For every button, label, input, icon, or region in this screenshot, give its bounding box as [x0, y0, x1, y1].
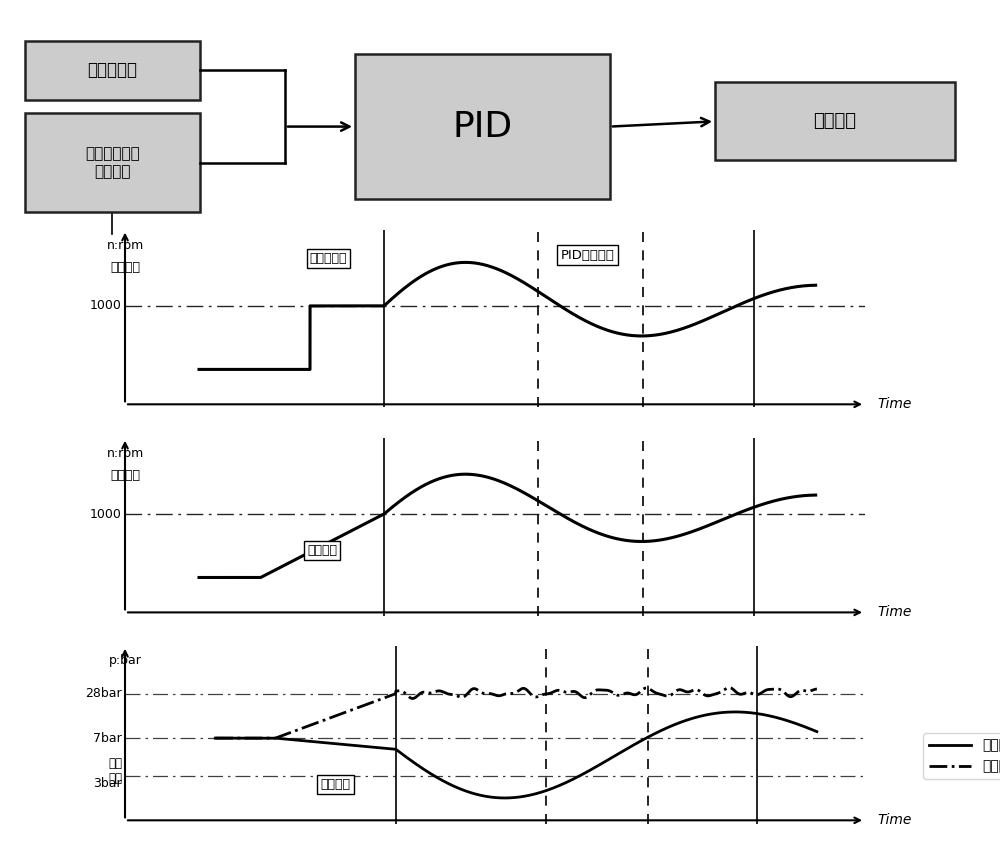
高压压力	[240, 733, 252, 743]
Text: 最佳低压値: 最佳低压値	[88, 62, 138, 79]
Bar	[715, 82, 955, 160]
Bar	[25, 113, 200, 212]
低压压力	[794, 720, 806, 730]
Text: 7bar: 7bar	[93, 732, 122, 745]
Text: 转速反馈: 转速反馈	[110, 469, 140, 482]
低压压力	[683, 714, 695, 725]
低压压力	[486, 792, 498, 803]
高压压力	[811, 684, 823, 694]
高压压力	[794, 686, 806, 696]
低压压力	[240, 733, 252, 743]
高压压力	[209, 733, 221, 743]
Text: 1000: 1000	[90, 299, 122, 312]
Text: p:bar: p:bar	[109, 654, 141, 667]
Text: 转速预控制: 转速预控制	[310, 251, 347, 264]
低压压力	[811, 727, 823, 737]
Bar	[355, 54, 610, 199]
高压压力	[486, 688, 498, 699]
低压压力	[794, 720, 806, 730]
高压压力	[723, 682, 735, 693]
低压压力	[729, 707, 741, 717]
Text: Time: Time	[877, 813, 911, 827]
Text: 3bar: 3bar	[93, 777, 122, 790]
Text: PID控制区间: PID控制区间	[561, 249, 614, 262]
Text: PID: PID	[452, 109, 513, 144]
Text: n:rpm: n:rpm	[106, 239, 144, 252]
Text: 低压传感器采
集压力値: 低压传感器采 集压力値	[85, 147, 140, 179]
Text: n:rpm: n:rpm	[106, 447, 144, 460]
Text: 28bar: 28bar	[85, 688, 122, 701]
Text: 转速上升: 转速上升	[307, 544, 337, 557]
Text: 1000: 1000	[90, 507, 122, 520]
Text: 压力变化: 压力变化	[321, 779, 351, 792]
Line: 高压压力: 高压压力	[215, 688, 817, 738]
Legend: 低压压力, 高压压力: 低压压力, 高压压力	[923, 733, 1000, 779]
低压压力	[502, 792, 514, 803]
Text: 控制
目标: 控制 目标	[108, 758, 122, 786]
Bar	[25, 41, 200, 100]
Line: 低压压力: 低压压力	[215, 712, 817, 798]
Text: Time: Time	[877, 605, 912, 619]
Text: 目标转速: 目标转速	[814, 113, 856, 130]
低压压力	[499, 792, 511, 803]
高压压力	[683, 687, 695, 697]
高压压力	[502, 688, 514, 699]
Text: 需求转速: 需求转速	[110, 261, 140, 274]
Text: Time: Time	[877, 397, 912, 411]
低压压力	[209, 733, 221, 743]
高压压力	[793, 686, 805, 696]
